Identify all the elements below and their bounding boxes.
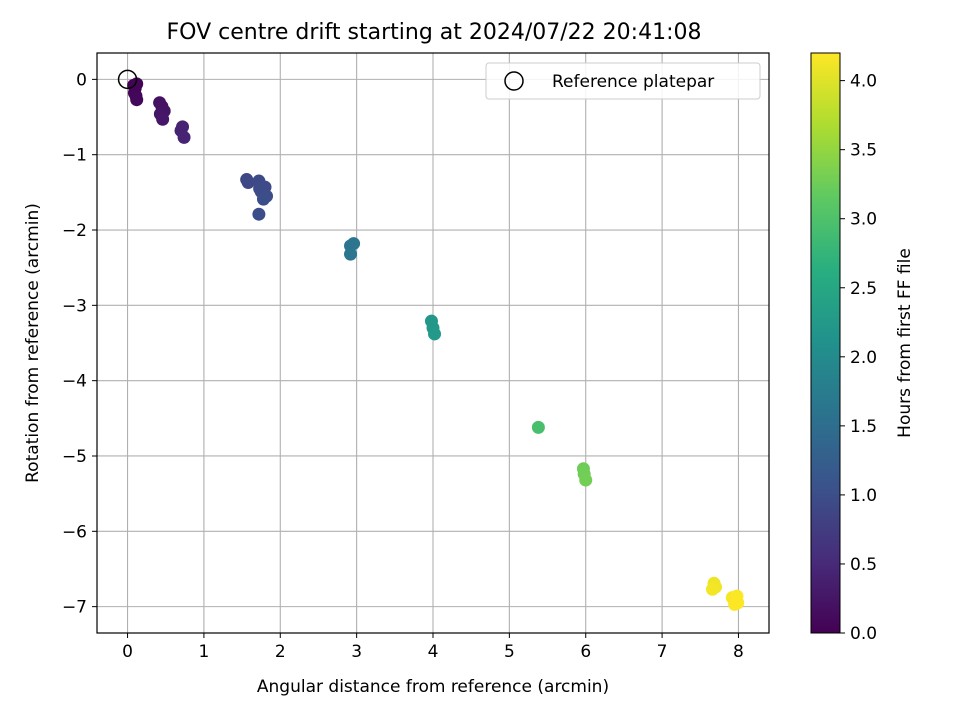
x-tick-label: 3 [351,642,362,662]
colorbar-tick-label: 3.0 [850,210,877,230]
data-point [130,93,144,107]
legend-reference-marker [504,71,524,91]
colorbar-tick-label: 0.5 [850,555,877,575]
colorbar-label: Hours from first FF file [895,248,915,438]
x-tick-label: 7 [657,642,668,662]
colorbar-ticks: 0.0 0.5 1.0 1.5 2.0 2.5 3.0 3.5 4.0 [840,72,877,644]
data-point [428,327,442,341]
x-axis-ticks: 0 1 2 3 4 5 6 7 8 [122,633,744,662]
legend-entry-reference: Reference platepar [552,72,714,92]
colorbar-tick-label: 2.5 [850,279,877,299]
colorbar-tick-label: 1.5 [850,417,877,437]
reference-marker-layer [117,69,138,90]
x-tick-label: 0 [122,642,133,662]
y-tick-label: −5 [62,447,87,467]
colorbar-tick-label: 1.0 [850,486,877,506]
x-tick-label: 1 [198,642,209,662]
data-point [705,582,719,596]
colorbar [810,52,841,634]
x-tick-label: 6 [580,642,591,662]
y-tick-label: −3 [62,296,87,316]
x-tick-label: 4 [428,642,439,662]
y-tick-label: −4 [62,372,87,392]
legend-box [485,62,761,100]
data-point [256,192,270,206]
data-point [531,420,545,434]
x-tick-label: 5 [504,642,515,662]
grid [97,53,769,633]
data-point [177,130,191,144]
data-point [241,176,255,190]
colorbar-tick-label: 3.5 [850,141,877,161]
data-point [579,473,593,487]
x-tick-label: 8 [733,642,744,662]
data-point [347,237,361,251]
y-axis-label: Rotation from reference (arcmin) [23,203,43,483]
y-tick-label: −1 [62,146,87,166]
colorbar-tick-label: 0.0 [850,624,877,644]
chart-title: FOV centre drift starting at 2024/07/22 … [167,20,702,45]
y-tick-label: 0 [76,70,87,90]
y-tick-label: −2 [62,221,87,241]
reference-platepar-marker [117,69,138,90]
y-tick-label: −7 [62,598,87,618]
data-point [344,247,358,261]
data-points [127,77,745,611]
colorbar-tick-label: 4.0 [850,72,877,92]
data-point [731,596,745,610]
colorbar-tick-label: 2.0 [850,348,877,368]
legend: Reference platepar [485,62,761,100]
x-tick-label: 2 [275,642,286,662]
x-axis-label: Angular distance from reference (arcmin) [257,677,609,697]
y-axis-ticks: 0 −1 −2 −3 −4 −5 −6 −7 [62,70,97,618]
data-point [252,207,266,221]
y-tick-label: −6 [62,522,87,542]
data-point [156,112,170,126]
